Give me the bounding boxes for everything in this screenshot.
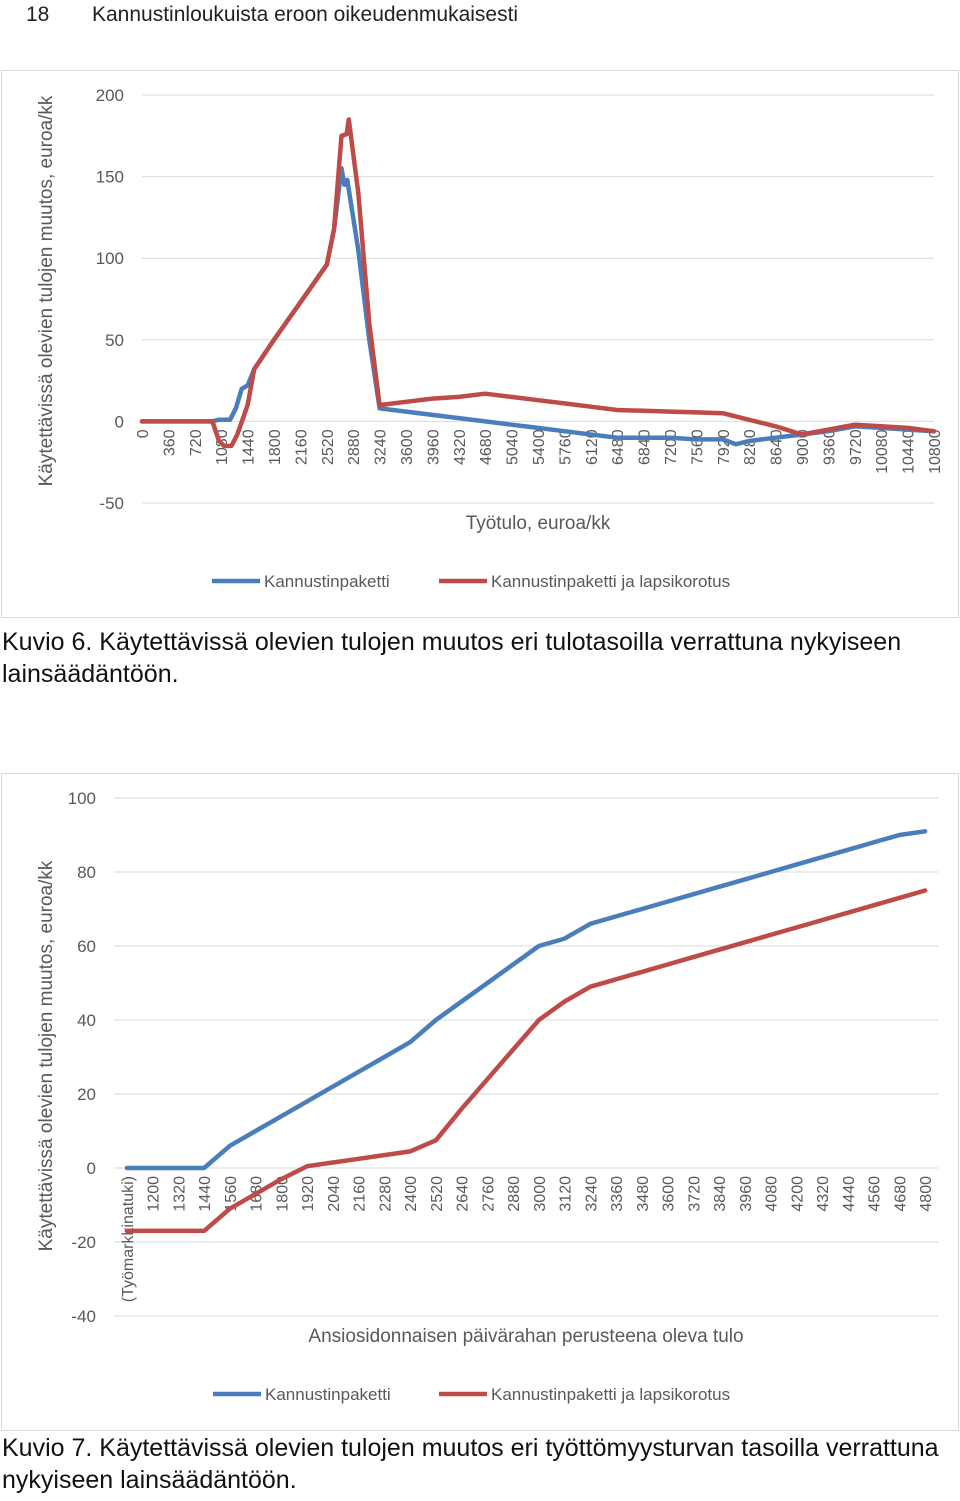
x-tick-label: 7920: [716, 429, 733, 465]
x-tick-label: 4080: [764, 1176, 781, 1212]
x-tick-label: 1560: [223, 1176, 240, 1212]
x-tick-label: 5040: [505, 429, 522, 465]
y-tick-label: 40: [77, 1011, 96, 1030]
y-tick-label: -50: [99, 494, 124, 513]
x-tick-label: 1920: [300, 1176, 317, 1212]
x-tick-label: 6120: [584, 429, 601, 465]
x-tick-label: 9720: [848, 429, 865, 465]
series-line-2: [139, 117, 937, 449]
x-tick-label: 7200: [663, 429, 680, 465]
x-tick-label: 0: [135, 429, 152, 438]
x-tick-label: 2640: [455, 1176, 472, 1212]
x-tick-label: 3120: [558, 1176, 575, 1212]
x-tick-label: 7560: [689, 429, 706, 465]
x-tick-label: 4680: [892, 1176, 909, 1212]
y-tick-label: 60: [77, 937, 96, 956]
y-tick-label: 20: [77, 1085, 96, 1104]
y-axis-title: Käytettävissä olevien tulojen muutos, eu…: [36, 860, 57, 1251]
x-tick-label: 1200: [146, 1176, 163, 1212]
chart-figure-7: -40 -20 0 20 40 60 80 100 (Työmarkkinatuki) 1200 1…: [1, 773, 959, 1431]
running-title: Kannustinloukuista eroon oikeudenmukaise…: [92, 3, 519, 26]
series-line-2: [124, 888, 928, 1234]
x-tick-label: 3600: [661, 1176, 678, 1212]
y-axis-title: Käytettävissä olevien tulojen muutos, eu…: [36, 95, 57, 486]
x-tick-label: 2160: [352, 1176, 369, 1212]
x-tick-label: 6840: [637, 429, 654, 465]
x-tick-label: 4680: [478, 429, 495, 465]
y-tick-label: 200: [96, 86, 124, 105]
series-line-1: [139, 166, 937, 447]
x-tick-label: 1800: [267, 429, 284, 465]
x-tick-label: 10440: [901, 429, 918, 474]
x-tick-label: 3000: [532, 1176, 549, 1212]
legend-label: Kannustinpaketti ja lapsikorotus: [491, 572, 730, 591]
x-tick-label: 1440: [197, 1176, 214, 1212]
x-tick-label: 9000: [795, 429, 812, 465]
y-tick-label: -40: [71, 1307, 96, 1326]
figure-7-caption: Kuvio 7. Käytettävissä olevien tulojen m…: [2, 1434, 939, 1494]
series-line-1: [124, 829, 928, 1171]
y-tick-label: 0: [87, 1159, 96, 1178]
x-tick-label: 2880: [506, 1176, 523, 1212]
page-number: 18: [26, 3, 50, 26]
legend-label: Kannustinpaketti ja lapsikorotus: [491, 1385, 730, 1404]
x-tick-label: 4200: [789, 1176, 806, 1212]
x-tick-label: 1800: [274, 1176, 291, 1212]
x-tick-label: 2520: [429, 1176, 446, 1212]
x-tick-label: 10800: [927, 429, 944, 474]
x-tick-label: 2160: [293, 429, 310, 465]
x-tick-label: 4320: [815, 1176, 832, 1212]
x-tick-label: 3720: [686, 1176, 703, 1212]
legend-label: Kannustinpaketti: [265, 1385, 391, 1404]
y-tick-label: 100: [96, 249, 124, 268]
x-tick-label: 3240: [373, 429, 390, 465]
x-tick-label: 3600: [399, 429, 416, 465]
x-tick-label: 3360: [609, 1176, 626, 1212]
x-tick-label: 1440: [241, 429, 258, 465]
x-tick-label: 2760: [480, 1176, 497, 1212]
figure-6-caption: Kuvio 6. Käytettävissä olevien tulojen m…: [2, 628, 902, 688]
y-tick-label: 80: [77, 863, 96, 882]
x-tick-label: 3960: [738, 1176, 755, 1212]
y-tick-label: 100: [68, 789, 96, 808]
x-tick-label: 5760: [557, 429, 574, 465]
x-tick-label: 2040: [326, 1176, 343, 1212]
x-tick-label: 2880: [346, 429, 363, 465]
y-tick-label: 0: [115, 412, 124, 431]
x-tick-label: 2520: [320, 429, 337, 465]
x-axis-title: Työtulo, euroa/kk: [466, 513, 611, 534]
x-tick-label: 4800: [918, 1176, 935, 1212]
x-tick-label: 3960: [425, 429, 442, 465]
y-tick-label: 50: [105, 331, 124, 350]
x-tick-label: 10080: [874, 429, 891, 474]
x-tick-label: 360: [161, 429, 178, 456]
x-tick-label: 2400: [403, 1176, 420, 1212]
x-tick-label: 2280: [377, 1176, 394, 1212]
x-tick-label: 1320: [171, 1176, 188, 1212]
page-header: 18 Kannustinloukuista eroon oikeudenmuka…: [0, 0, 960, 34]
x-tick-label: 4440: [841, 1176, 858, 1212]
x-tick-label: 8280: [742, 429, 759, 465]
x-tick-label: 5400: [531, 429, 548, 465]
x-tick-label: 3480: [635, 1176, 652, 1212]
x-tick-label: 720: [188, 429, 205, 456]
x-tick-label: (Työmarkkinatuki): [120, 1176, 137, 1302]
x-tick-label: 3840: [712, 1176, 729, 1212]
y-tick-label: -20: [71, 1233, 96, 1252]
x-tick-label: 4320: [452, 429, 469, 465]
x-tick-label: 9360: [821, 429, 838, 465]
x-tick-label: 3240: [583, 1176, 600, 1212]
x-axis-title: Ansiosidonnaisen päivärahan perusteena o…: [308, 1326, 743, 1347]
legend-label: Kannustinpaketti: [264, 572, 390, 591]
x-tick-label: 4560: [867, 1176, 884, 1212]
x-tick-label: 6480: [610, 429, 627, 465]
chart-figure-6: -50 0 50 100 150 200 0 360 720 1080 1440 1800 2160 25…: [1, 70, 959, 618]
y-tick-label: 150: [96, 168, 124, 187]
